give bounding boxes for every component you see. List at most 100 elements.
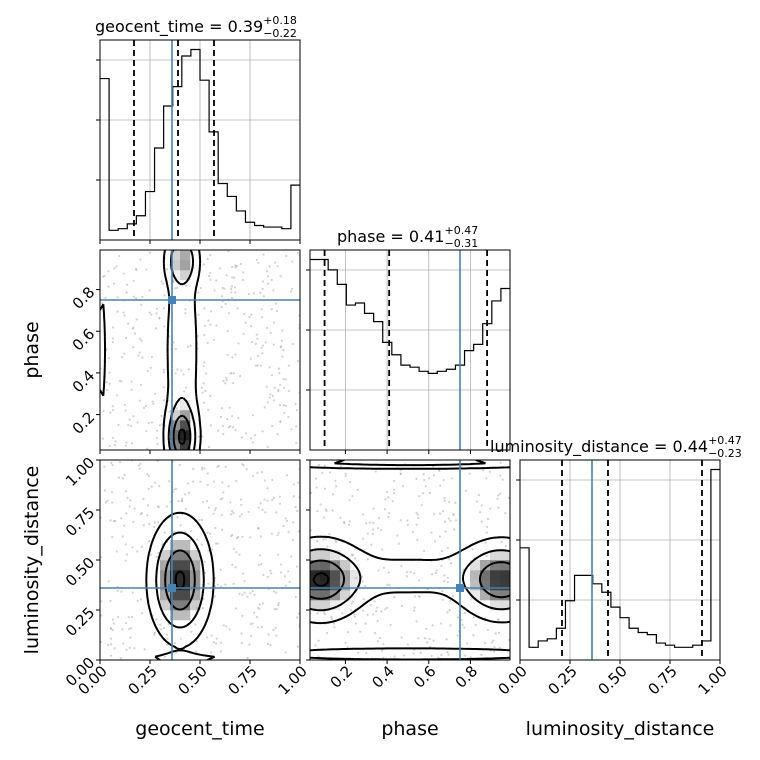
sample-point	[124, 336, 128, 340]
title-minus-error: −0.22	[263, 27, 297, 40]
sample-point	[153, 525, 156, 528]
sample-point	[492, 639, 495, 642]
sample-point	[430, 531, 433, 534]
sample-point	[216, 583, 219, 586]
sample-point	[259, 535, 263, 538]
sample-point	[100, 614, 103, 617]
density-cell	[310, 600, 321, 611]
sample-point	[174, 347, 177, 351]
sample-point	[386, 583, 389, 586]
sample-point	[387, 571, 390, 574]
density-cell	[180, 540, 191, 551]
sample-point	[339, 516, 342, 519]
sample-point	[163, 294, 166, 297]
sample-point	[348, 480, 352, 484]
sample-point	[155, 429, 159, 432]
density-cell	[180, 420, 191, 431]
sample-point	[393, 596, 396, 599]
sample-point	[430, 654, 433, 658]
sample-point	[265, 385, 268, 388]
sample-point	[353, 613, 356, 616]
sample-point	[123, 314, 126, 317]
sample-point	[258, 554, 262, 557]
sample-point	[493, 646, 496, 649]
sample-point	[262, 253, 265, 256]
sample-point	[428, 491, 431, 495]
sample-point	[230, 291, 233, 294]
sample-point	[284, 517, 287, 520]
density-cell	[170, 550, 181, 561]
sample-point	[246, 656, 249, 660]
sample-point	[142, 524, 145, 527]
sample-point	[292, 495, 295, 498]
sample-point	[207, 549, 210, 552]
sample-point	[220, 305, 223, 309]
sample-point	[140, 339, 143, 342]
sample-point	[166, 643, 169, 646]
sample-point	[117, 423, 120, 426]
sample-point	[415, 620, 418, 623]
sample-point	[235, 551, 238, 554]
sample-point	[132, 326, 135, 329]
sample-point	[381, 548, 384, 551]
sample-point	[354, 557, 357, 560]
sample-point	[281, 355, 284, 358]
sample-point	[108, 444, 111, 448]
density-cell	[490, 580, 501, 591]
sample-point	[153, 521, 156, 524]
sample-point	[346, 646, 349, 649]
sample-point	[244, 432, 247, 435]
sample-point	[471, 548, 474, 551]
sample-point	[141, 295, 144, 298]
sample-point	[229, 501, 232, 504]
y-tick-label: 0.75	[62, 504, 98, 540]
sample-point	[181, 497, 184, 500]
sample-point	[234, 291, 237, 294]
sample-point	[228, 406, 231, 409]
sample-point	[449, 624, 452, 627]
sample-point	[109, 411, 112, 414]
sample-point	[372, 613, 375, 616]
sample-point	[296, 616, 299, 619]
sample-point	[341, 612, 344, 615]
sample-point	[480, 520, 483, 523]
sample-point	[224, 382, 227, 385]
sample-point	[155, 307, 159, 310]
sample-point	[234, 266, 237, 269]
sample-point	[278, 495, 281, 498]
sample-point	[229, 425, 232, 428]
sample-point	[136, 421, 139, 424]
sample-point	[114, 440, 117, 443]
sample-point	[210, 548, 214, 551]
sample-point	[237, 535, 240, 539]
sample-point	[125, 291, 128, 294]
sample-point	[140, 511, 143, 515]
sample-point	[172, 341, 175, 344]
density-cell	[180, 250, 191, 261]
sample-point	[256, 354, 260, 357]
density-cell	[340, 560, 351, 571]
sample-point	[197, 313, 200, 316]
sample-point	[137, 464, 140, 467]
sample-point	[132, 520, 135, 523]
sample-point	[178, 464, 181, 467]
sample-point	[285, 474, 289, 477]
sample-point	[221, 424, 224, 428]
sample-point	[372, 521, 375, 524]
sample-point	[124, 621, 127, 625]
sample-point	[399, 472, 402, 475]
sample-point	[369, 604, 372, 607]
sample-point	[344, 472, 347, 475]
sample-point	[425, 641, 429, 644]
sample-point	[235, 536, 239, 540]
sample-point	[323, 613, 327, 616]
histogram-luminosity_distance	[520, 468, 720, 648]
sample-point	[125, 648, 128, 651]
sample-point	[422, 492, 425, 495]
sample-point	[109, 627, 112, 630]
sample-point	[195, 640, 199, 643]
sample-point	[148, 522, 151, 526]
sample-point	[279, 346, 282, 349]
sample-point	[431, 624, 434, 627]
sample-point	[240, 632, 243, 635]
